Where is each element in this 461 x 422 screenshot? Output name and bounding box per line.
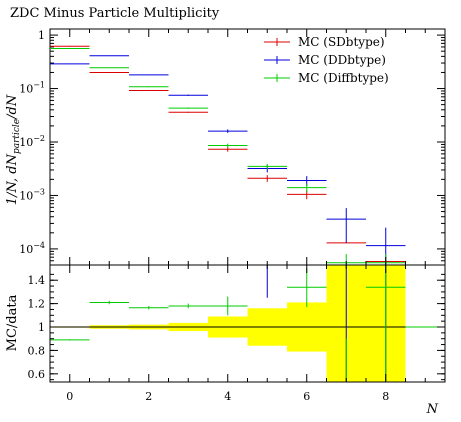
chart-title: ZDC Minus Particle Multiplicity — [10, 6, 220, 21]
ratio-y-tick-label: 0.8 — [28, 344, 46, 357]
x-tick-label: 6 — [303, 390, 310, 403]
x-tick-label: 8 — [382, 390, 389, 403]
legend-label: MC (DDbtype) — [298, 53, 386, 67]
ratio-y-tick-label: 0.6 — [28, 368, 46, 381]
y-tick-label: 10−4 — [19, 241, 45, 256]
legend-label: MC (SDbtype) — [298, 35, 385, 49]
y-tick-label: 1 — [38, 29, 45, 42]
legend: MC (SDbtype) MC (DDbtype) MC (Diffbtype) — [264, 35, 389, 85]
ratio-y-tick-label: 1.4 — [28, 274, 46, 287]
x-tick-label: 2 — [145, 390, 152, 403]
ratio-y-tick-label: 1 — [38, 321, 45, 334]
x-axis-label: N — [426, 402, 439, 417]
main-y-axis: 1 10−1 10−2 10−3 10−4 — [19, 29, 445, 266]
y-tick-label: 10−3 — [19, 187, 45, 202]
legend-label: MC (Diffbtype) — [298, 71, 389, 85]
ratio-y-axis-label: MC/data — [5, 294, 20, 351]
y-tick-label: 10−2 — [19, 134, 45, 149]
ratio-y-axis: 0.6 0.8 1 1.2 1.4 — [28, 273, 445, 381]
x-tick-label: 0 — [66, 390, 73, 403]
y-tick-label: 10−1 — [19, 81, 45, 96]
x-tick-label: 4 — [224, 390, 231, 403]
x-axis: 0 2 4 6 8 — [49, 29, 446, 403]
main-panel: 1 10−1 10−2 10−3 10−4 MC (SDbtype) MC (DDbtyp… — [5, 28, 446, 266]
ratio-y-tick-label: 1.2 — [28, 298, 46, 311]
y-axis-label: 1/N, dNparticle/dN — [5, 94, 22, 205]
uncertainty-band — [50, 265, 406, 382]
ratio-panel: 0.6 0.8 1 1.2 1.4 0 2 4 6 8 MC/data N — [5, 29, 446, 417]
